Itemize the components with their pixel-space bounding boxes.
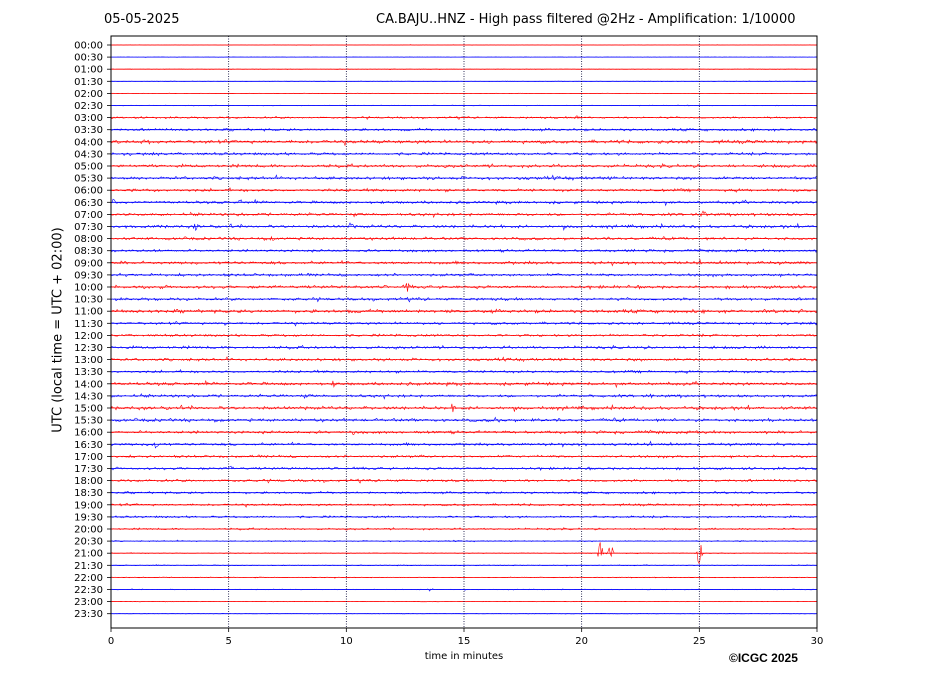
row-label: 06:30 (74, 198, 103, 209)
x-tick-label: 0 (108, 636, 114, 647)
row-label: 02:00 (74, 89, 103, 100)
row-label: 09:30 (74, 270, 103, 281)
row-label: 09:00 (74, 258, 103, 269)
row-label: 23:30 (74, 609, 103, 620)
row-label: 12:00 (74, 331, 103, 342)
vertical-gridlines (228, 36, 700, 628)
date-label: 05-05-2025 (104, 12, 180, 27)
row-label: 14:30 (74, 391, 103, 402)
chart-title: CA.BAJU..HNZ - High pass filtered @2Hz -… (376, 12, 796, 27)
x-tick-label: 25 (693, 636, 706, 647)
row-label: 15:30 (74, 416, 103, 427)
x-tick-label: 10 (340, 636, 353, 647)
row-label: 12:30 (74, 343, 103, 354)
row-label: 21:00 (74, 549, 103, 560)
row-label: 03:30 (74, 125, 103, 136)
row-label: 06:00 (74, 186, 103, 197)
row-label: 11:30 (74, 319, 103, 330)
row-label: 16:00 (74, 428, 103, 439)
row-label: 22:00 (74, 573, 103, 584)
plot-frame (110, 35, 818, 629)
y-axis-label: UTC (local time = UTC + 02:00) (50, 227, 66, 433)
row-label: 02:30 (74, 101, 103, 112)
row-label: 17:30 (74, 464, 103, 475)
x-axis-label: time in minutes (424, 651, 504, 662)
x-axis: 0 5 10 15 20 25 30 (108, 628, 824, 647)
row-label: 20:00 (74, 525, 103, 536)
row-label: 05:30 (74, 174, 103, 185)
x-tick-label: 20 (575, 636, 588, 647)
row-label: 03:00 (74, 113, 103, 124)
row-label: 05:00 (74, 162, 103, 173)
row-label: 10:00 (74, 283, 103, 294)
row-label: 15:00 (74, 404, 103, 415)
x-tick-label: 30 (811, 636, 824, 647)
row-label: 07:30 (74, 222, 103, 233)
row-label: 18:00 (74, 476, 103, 487)
row-label: 22:30 (74, 585, 103, 596)
row-label: 01:30 (74, 77, 103, 88)
row-label: 20:30 (74, 537, 103, 548)
row-label: 19:30 (74, 512, 103, 523)
row-label: 19:00 (74, 500, 103, 511)
row-label: 11:00 (74, 307, 103, 318)
copyright-label: ©ICGC 2025 (729, 651, 798, 665)
row-label: 18:30 (74, 488, 103, 499)
row-label: 04:30 (74, 149, 103, 160)
row-label: 00:30 (74, 53, 103, 64)
row-label: 16:30 (74, 440, 103, 451)
row-label: 07:00 (74, 210, 103, 221)
trace-0400 (110, 138, 818, 147)
row-label: 13:00 (74, 355, 103, 366)
row-label: 23:00 (74, 597, 103, 608)
row-label: 17:00 (74, 452, 103, 463)
row-label: 08:00 (74, 234, 103, 245)
trace-1000 (110, 282, 818, 292)
row-label: 21:30 (74, 561, 103, 572)
x-tick-label: 15 (458, 636, 471, 647)
row-label: 08:30 (74, 246, 103, 257)
row-label: 14:00 (74, 379, 103, 390)
row-label: 00:00 (74, 41, 103, 52)
row-label-group: 00:0000:3001:0001:3002:0002:3003:0003:30… (74, 41, 111, 620)
x-tick-label: 5 (225, 636, 231, 647)
row-label: 13:30 (74, 367, 103, 378)
row-label: 10:30 (74, 295, 103, 306)
row-label: 04:00 (74, 137, 103, 148)
row-label: 01:00 (74, 65, 103, 76)
